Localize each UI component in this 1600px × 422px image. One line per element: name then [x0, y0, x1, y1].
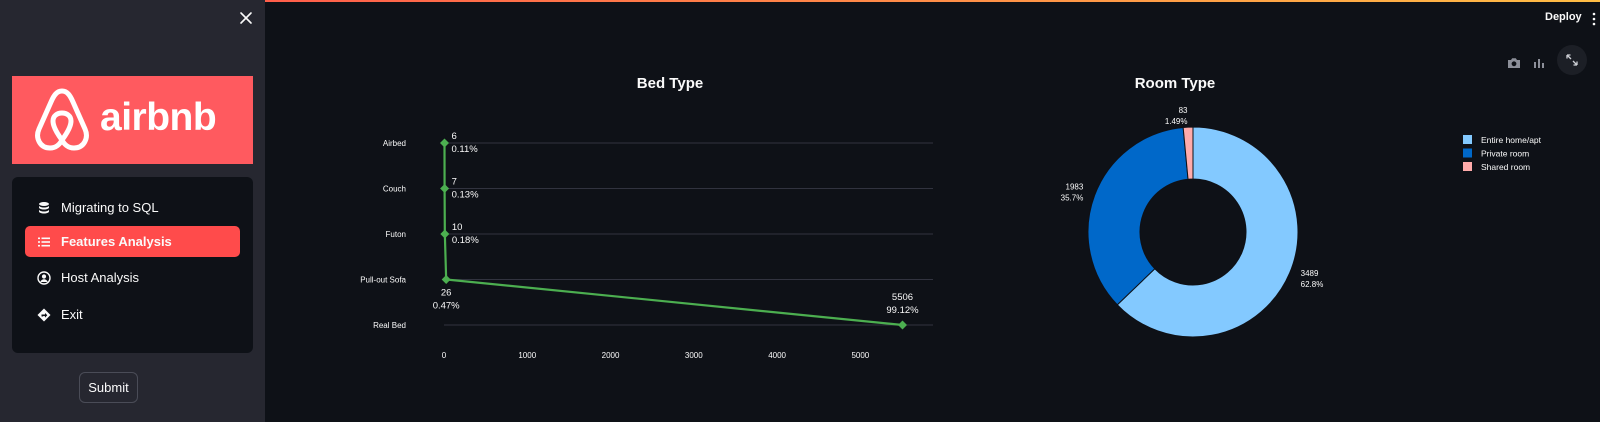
data-point: [441, 275, 451, 284]
slice-value-label: 83: [1179, 106, 1188, 115]
slice-value-label: 3489: [1301, 269, 1319, 278]
bed-type-y-axis: Airbed Couch Futon Pull-out Sofa Real Bed: [360, 139, 406, 330]
donut-slice: [1182, 126, 1194, 180]
room-type-data-labels: 3489 62.8% 1983 35.7% 83 1.49%: [1061, 106, 1324, 289]
percent-label: 0.11%: [451, 144, 478, 155]
navigation-menu: Migrating to SQL Features Analysis Host …: [12, 177, 253, 353]
database-icon: [39, 201, 49, 213]
legend-entry: Shared room: [1481, 162, 1530, 172]
percent-label: 0.47%: [433, 301, 460, 312]
room-type-donut: [1087, 126, 1299, 338]
value-label: 10: [452, 222, 463, 233]
slice-percent-label: 62.8%: [1301, 280, 1324, 289]
x-tick-label: 0: [442, 351, 447, 360]
y-tick-label: Pull-out Sofa: [360, 276, 406, 285]
top-decoration-bar: [0, 0, 1600, 2]
y-tick-label: Airbed: [383, 139, 406, 148]
menu-item-label: Migrating to SQL: [61, 200, 159, 215]
close-icon: [240, 12, 252, 24]
legend-entry: Entire home/apt: [1481, 135, 1542, 145]
bed-type-data-labels: 6 0.11% 7 0.13% 10 0.18% 26 0.47% 5506 99.12%: [433, 131, 919, 316]
fullscreen-button[interactable]: [1557, 45, 1587, 75]
y-tick-label: Real Bed: [373, 321, 406, 330]
donut-slice: [1087, 126, 1189, 306]
x-tick-label: 1000: [518, 351, 536, 360]
legend-swatch: [1463, 135, 1472, 144]
deploy-button[interactable]: Deploy: [1545, 11, 1582, 23]
x-tick-label: 2000: [602, 351, 620, 360]
donut-slice: [1116, 126, 1299, 338]
value-label: 26: [441, 288, 452, 299]
data-point: [440, 229, 450, 239]
menu-item-label: Exit: [61, 307, 83, 322]
bed-type-chart-title: Bed Type: [637, 75, 703, 92]
percent-label: 99.12%: [886, 305, 919, 316]
menu-item-label: Host Analysis: [61, 270, 140, 285]
value-label: 6: [451, 131, 456, 142]
bed-type-gridlines: [444, 142, 933, 326]
user-circle-icon: [37, 270, 51, 285]
slice-percent-label: 35.7%: [1061, 193, 1084, 202]
percent-label: 0.13%: [452, 190, 479, 201]
legend-swatch: [1463, 148, 1472, 158]
value-label: 7: [452, 177, 457, 188]
data-point: [897, 320, 907, 330]
diamond-arrow-icon: [37, 308, 51, 321]
expand-icon: [1566, 54, 1578, 66]
sidebar: airbnb Migrating to SQL Features Analysi…: [0, 0, 265, 422]
data-point: [439, 138, 449, 148]
slice-percent-label: 1.49%: [1165, 117, 1188, 126]
room-type-legend: Entire home/apt Private room Shared room: [1463, 135, 1542, 172]
x-tick-label: 5000: [851, 351, 869, 360]
legend-entry: Private room: [1481, 149, 1529, 159]
y-tick-label: Futon: [386, 230, 406, 239]
airbnb-belo-icon: [35, 88, 89, 151]
menu-item-label: Features Analysis: [61, 234, 172, 249]
bed-type-x-axis: 0 1000 2000 3000 4000 5000: [442, 351, 870, 360]
airbnb-logo: airbnb: [12, 76, 253, 164]
x-tick-label: 3000: [685, 351, 703, 360]
menu-item-host-analysis[interactable]: Host Analysis: [25, 262, 240, 293]
legend-swatch: [1463, 162, 1472, 171]
main-menu-icon[interactable]: [1592, 12, 1596, 26]
y-tick-label: Couch: [383, 185, 406, 194]
percent-label: 0.18%: [452, 235, 479, 246]
room-type-chart-title: Room Type: [1135, 75, 1216, 92]
submit-button[interactable]: Submit: [79, 372, 138, 403]
camera-icon[interactable]: [1507, 57, 1521, 69]
slice-value-label: 1983: [1066, 182, 1084, 191]
data-point: [440, 184, 450, 193]
close-sidebar-button[interactable]: [238, 10, 254, 26]
bed-type-points: [439, 138, 907, 330]
menu-item-features-analysis[interactable]: Features Analysis: [25, 226, 240, 257]
bar-chart-icon[interactable]: [1533, 57, 1545, 69]
menu-item-migrating-to-sql[interactable]: Migrating to SQL: [25, 192, 240, 223]
value-label: 5506: [892, 292, 913, 303]
x-tick-label: 4000: [768, 351, 786, 360]
list-icon: [38, 237, 50, 246]
menu-item-exit[interactable]: Exit: [25, 299, 240, 330]
logo-text: airbnb: [100, 96, 217, 139]
